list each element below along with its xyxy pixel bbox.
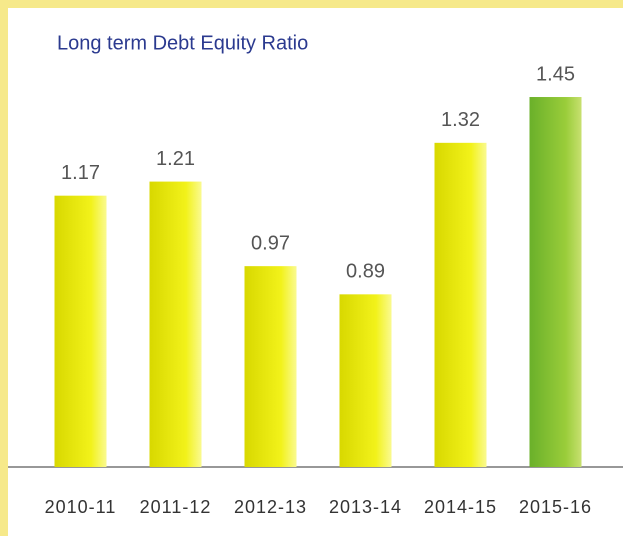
chart-title: Long term Debt Equity Ratio (57, 32, 308, 54)
value-label: 0.89 (346, 261, 385, 283)
bar (529, 97, 582, 467)
x-tick-label: 2011-12 (140, 497, 212, 517)
value-label: 0.97 (251, 232, 290, 254)
bar (244, 266, 297, 467)
x-tick-label: 2012-13 (234, 497, 307, 517)
bar (54, 195, 107, 467)
x-tick-label: 2015-16 (519, 497, 592, 517)
bar (434, 142, 487, 468)
x-tick-label: 2014-15 (424, 497, 497, 517)
x-tick-label: 2013-14 (329, 497, 402, 517)
value-label: 1.21 (156, 148, 195, 170)
value-label: 1.32 (441, 109, 480, 131)
value-label: 1.17 (61, 162, 100, 184)
bar (339, 294, 392, 467)
panel (8, 8, 623, 536)
x-tick-label: 2010-11 (45, 497, 117, 517)
bar (149, 181, 202, 467)
value-label: 1.45 (536, 63, 575, 85)
